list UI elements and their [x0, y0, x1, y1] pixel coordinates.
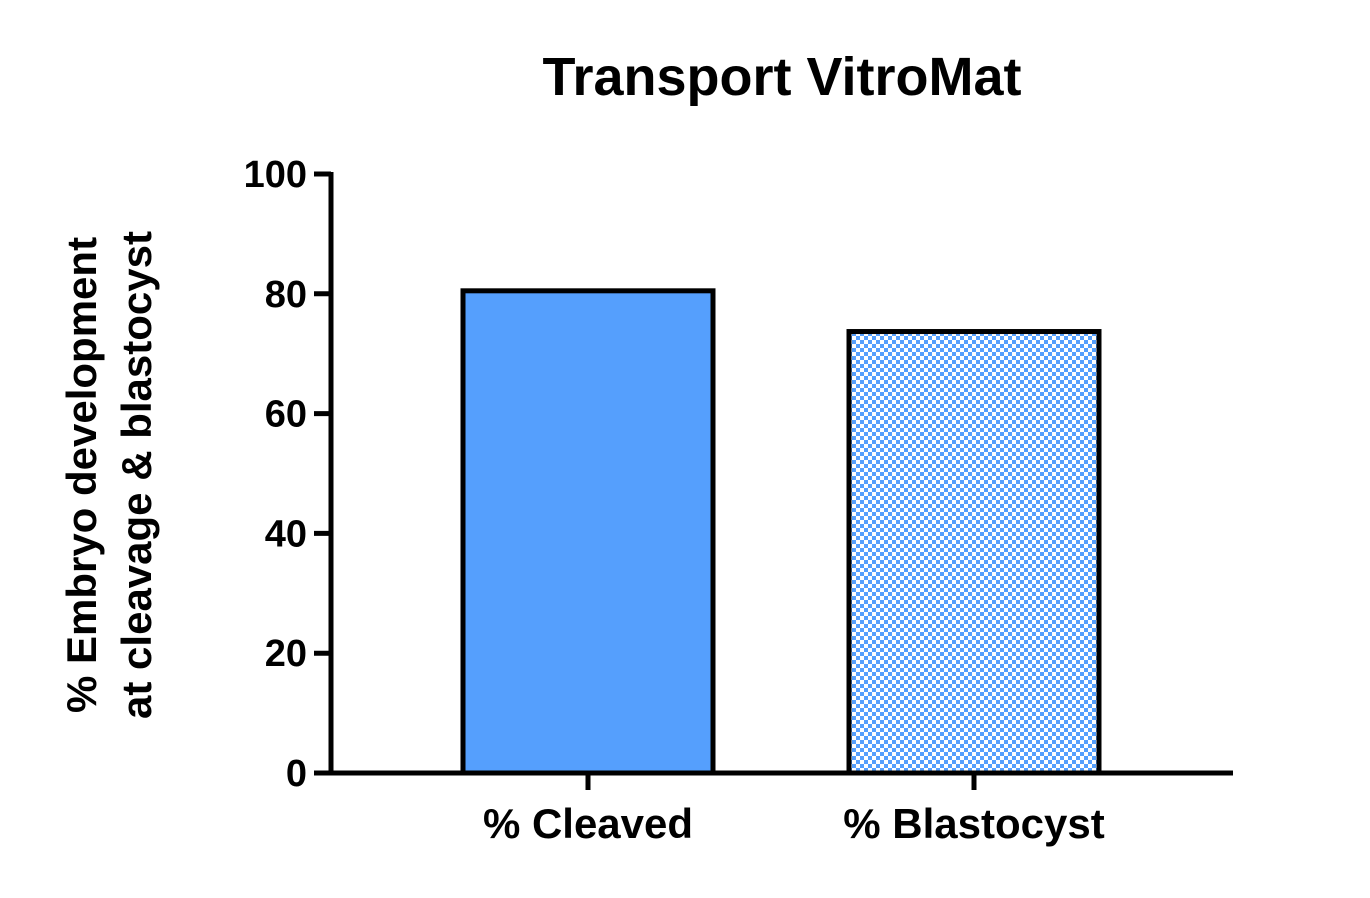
x-axis-ticks: % Cleaved % Blastocyst — [483, 773, 1105, 847]
chart-title: Transport VitroMat — [542, 47, 1021, 107]
y-axis-title: % Embryo development at cleavage & blast… — [58, 231, 160, 719]
x-category-label: % Blastocyst — [843, 800, 1104, 847]
y-tick-label: 100 — [244, 154, 307, 196]
y-tick-label: 80 — [265, 274, 307, 316]
y-tick-label: 40 — [265, 513, 307, 555]
y-axis-title-line-1: % Embryo development — [58, 237, 105, 713]
y-tick-label: 20 — [265, 633, 307, 675]
y-axis-title-line-2: at cleavage & blastocyst — [113, 231, 160, 719]
x-category-label: % Cleaved — [483, 800, 693, 847]
y-tick-label: 60 — [265, 394, 307, 436]
y-axis-ticks: 0 20 40 60 80 100 — [244, 154, 331, 795]
bar-blastocyst — [846, 329, 1102, 776]
bar-cleaved — [460, 288, 716, 776]
y-tick-label: 0 — [286, 753, 307, 795]
bars-group — [460, 288, 1102, 776]
